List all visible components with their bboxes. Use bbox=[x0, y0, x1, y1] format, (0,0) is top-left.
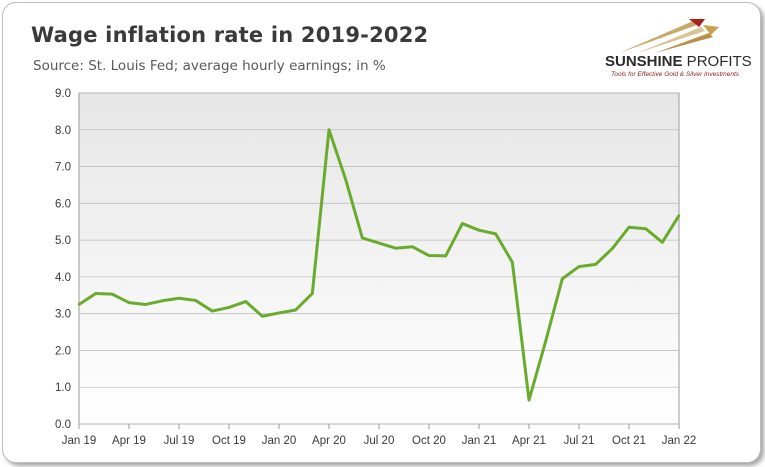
y-tick-label: 1.0 bbox=[55, 382, 71, 394]
data-point bbox=[544, 340, 547, 343]
y-tick-label: 0.0 bbox=[55, 419, 71, 431]
logo-tagline: Tools for Effective Gold & Silver Invest… bbox=[611, 71, 740, 78]
y-tick-label: 8.0 bbox=[55, 125, 71, 137]
logo-rays-icon bbox=[619, 19, 719, 53]
data-point bbox=[227, 306, 231, 309]
data-point bbox=[177, 297, 181, 300]
x-tick-label: Jan 19 bbox=[62, 435, 97, 447]
y-tick-label: 6.0 bbox=[55, 198, 71, 210]
plot-area bbox=[78, 92, 680, 425]
x-tick-label: Oct 21 bbox=[612, 435, 646, 447]
x-tick-label: Jan 20 bbox=[262, 435, 297, 447]
data-point bbox=[644, 227, 647, 230]
data-point bbox=[561, 277, 564, 280]
data-point bbox=[494, 232, 497, 236]
x-tick-label: Jan 22 bbox=[662, 435, 697, 447]
series-group bbox=[77, 128, 681, 402]
data-point bbox=[327, 128, 331, 131]
data-point bbox=[127, 301, 131, 304]
x-axis-ticks: Jan 19 Apr 19 Jul 19 Oct 19 Jan 20 Apr 20 Jul … bbox=[62, 424, 697, 447]
x-tick-label: Apr 21 bbox=[512, 435, 546, 447]
data-point bbox=[111, 292, 114, 296]
data-point bbox=[211, 309, 214, 313]
data-point bbox=[277, 311, 281, 315]
y-tick-label: 9.0 bbox=[55, 88, 71, 100]
data-point bbox=[527, 398, 531, 402]
data-point bbox=[161, 299, 164, 302]
chart-subtitle: Source: St. Louis Fed; average hourly ea… bbox=[33, 58, 386, 74]
wage-inflation-line-chart: 0.0 1.0 2.0 3.0 4.0 5.0 6.0 7.0 8.0 9.0 Jan 19 Apr… bbox=[55, 88, 697, 447]
data-point bbox=[444, 254, 447, 258]
data-point bbox=[77, 303, 81, 306]
data-point bbox=[361, 236, 364, 240]
data-point bbox=[244, 300, 247, 303]
x-tick-label: Apr 20 bbox=[312, 435, 346, 447]
logo-wordmark: SUNSHINE PROFITS bbox=[605, 53, 752, 70]
data-point bbox=[261, 315, 264, 318]
data-point bbox=[427, 254, 431, 257]
x-tick-label: Oct 19 bbox=[212, 435, 246, 447]
y-tick-label: 7.0 bbox=[55, 162, 71, 174]
x-tick-label: Jul 19 bbox=[164, 435, 195, 447]
data-point bbox=[144, 303, 147, 306]
chart-title: Wage inflation rate in 2019-2022 bbox=[31, 23, 429, 47]
data-point bbox=[611, 247, 614, 250]
x-tick-label: Apr 19 bbox=[112, 435, 146, 447]
data-point bbox=[627, 226, 631, 229]
data-point bbox=[194, 299, 197, 302]
y-axis-ticks: 0.0 1.0 2.0 3.0 4.0 5.0 6.0 7.0 8.0 9.0 bbox=[55, 88, 71, 431]
x-tick-label: Jul 20 bbox=[364, 435, 395, 447]
data-point bbox=[594, 263, 597, 266]
data-point bbox=[377, 241, 381, 245]
y-tick-label: 4.0 bbox=[55, 272, 71, 284]
data-point bbox=[511, 260, 514, 264]
sunshine-profits-logo: SUNSHINE PROFITS Tools for Effective Gol… bbox=[597, 15, 757, 81]
y-tick-label: 3.0 bbox=[55, 309, 71, 321]
data-point bbox=[294, 308, 297, 312]
data-point bbox=[394, 247, 397, 250]
x-tick-label: Jul 21 bbox=[564, 435, 595, 447]
data-point bbox=[477, 228, 481, 232]
x-tick-label: Jan 21 bbox=[462, 435, 497, 447]
y-tick-label: 5.0 bbox=[55, 235, 71, 247]
data-point bbox=[661, 241, 664, 244]
data-point bbox=[311, 292, 314, 295]
data-point bbox=[677, 214, 681, 217]
data-point bbox=[461, 222, 464, 225]
data-point bbox=[344, 178, 347, 181]
data-point bbox=[577, 265, 581, 268]
x-tick-label: Oct 20 bbox=[412, 435, 446, 447]
data-point bbox=[411, 245, 414, 248]
chart-card: Wage inflation rate in 2019-2022 Source:… bbox=[2, 2, 761, 463]
y-tick-label: 2.0 bbox=[55, 345, 71, 357]
data-point bbox=[94, 292, 97, 295]
